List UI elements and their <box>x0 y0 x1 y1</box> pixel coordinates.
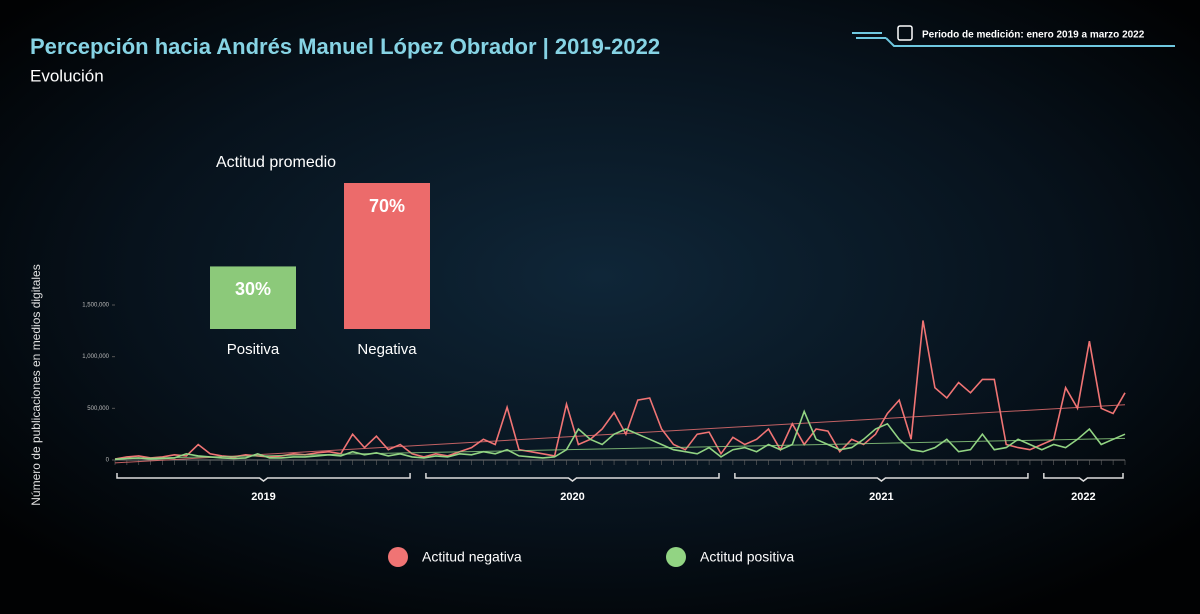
year-label: 2022 <box>1071 491 1095 503</box>
trend-line <box>114 437 1126 460</box>
period-badge: Periodo de medición: enero 2019 a marzo … <box>852 25 1175 47</box>
year-bracket <box>425 473 720 482</box>
year-label: 2020 <box>560 491 584 503</box>
inset-title: Actitud promedio <box>216 154 336 171</box>
y-tick-label: 0 <box>106 458 110 464</box>
y-tick-label: 500,000 <box>87 406 109 412</box>
y-axis-label: Número de publicaciones en medios digita… <box>29 264 43 505</box>
value-label: 70% <box>369 196 405 216</box>
year-bracket <box>734 473 1029 482</box>
trend-line <box>114 404 1126 464</box>
y-tick-label: 1,000,000 <box>82 354 109 360</box>
year-label: 2019 <box>251 491 275 503</box>
year-bracket <box>1043 473 1124 482</box>
series-line <box>114 409 1126 461</box>
year-bracket <box>116 473 411 482</box>
value-label: 30% <box>235 279 271 299</box>
category-label: Positiva <box>227 341 280 358</box>
page-subtitle: Evolución <box>30 66 104 85</box>
bar <box>210 266 296 329</box>
bar <box>344 183 430 329</box>
legend-label: Actitud positiva <box>700 549 794 565</box>
legend-label: Actitud negativa <box>422 549 522 565</box>
page-title: Percepción hacia Andrés Manuel López Obr… <box>30 34 660 59</box>
legend-marker <box>388 547 408 567</box>
category-label: Negativa <box>357 341 417 358</box>
legend-marker <box>666 547 686 567</box>
period-text: Periodo de medición: enero 2019 a marzo … <box>922 30 1145 41</box>
year-label: 2021 <box>869 491 893 503</box>
y-tick-label: 1,500,000 <box>82 303 109 309</box>
